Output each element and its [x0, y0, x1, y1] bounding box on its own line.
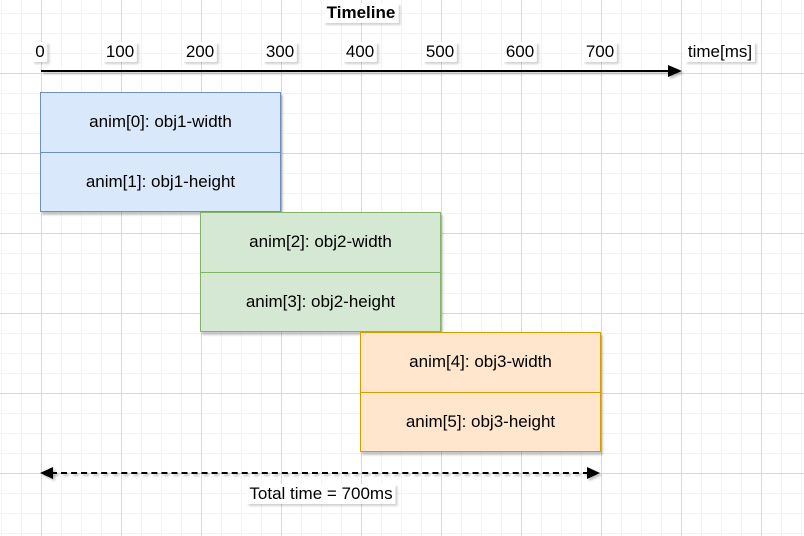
timeline-bar-row: anim[4]: obj3-width [361, 333, 600, 392]
timeline-bar-label: anim[3]: obj2-height [245, 291, 396, 311]
axis-tick-label: 200 [182, 42, 218, 62]
diagram-title: Timeline [323, 3, 399, 23]
timeline-bar-row: anim[3]: obj2-height [201, 271, 440, 332]
timeline-bar-group-obj3: anim[4]: obj3-width anim[5]: obj3-height [360, 332, 601, 452]
axis-tick-label: 300 [262, 42, 298, 62]
timeline-bar-label: anim[1]: obj1-height [85, 171, 236, 191]
timeline-bar-label: anim[4]: obj3-width [409, 352, 552, 372]
timeline-bar-label: anim[0]: obj1-width [89, 112, 232, 132]
axis-tick-label: 100 [102, 42, 138, 62]
axis-tick-label: 400 [342, 42, 378, 62]
axis-unit-label: time[ms] [684, 42, 756, 62]
axis-tick-label: 500 [422, 42, 458, 62]
timeline-bar-label: anim[5]: obj3-height [405, 411, 556, 431]
axis-arrowhead-icon [668, 65, 682, 77]
timeline-bar-row: anim[2]: obj2-width [201, 213, 440, 272]
timeline-bar-group-obj1: anim[0]: obj1-width anim[1]: obj1-height [40, 92, 281, 212]
total-duration-arrow-line [51, 472, 589, 474]
timeline-bar-row: anim[5]: obj3-height [361, 391, 600, 452]
axis-tick-label: 0 [32, 42, 48, 62]
timeline-bar-row: anim[0]: obj1-width [41, 93, 280, 152]
time-axis-line [41, 70, 671, 72]
timeline-bar-group-obj2: anim[2]: obj2-width anim[3]: obj2-height [200, 212, 441, 332]
arrowhead-left-icon [40, 467, 53, 479]
axis-tick-label: 700 [582, 42, 618, 62]
total-time-label: Total time = 700ms [246, 484, 396, 504]
axis-tick-label: 600 [502, 42, 538, 62]
arrowhead-right-icon [587, 467, 600, 479]
timeline-bar-row: anim[1]: obj1-height [41, 151, 280, 212]
timeline-bar-label: anim[2]: obj2-width [249, 232, 392, 252]
